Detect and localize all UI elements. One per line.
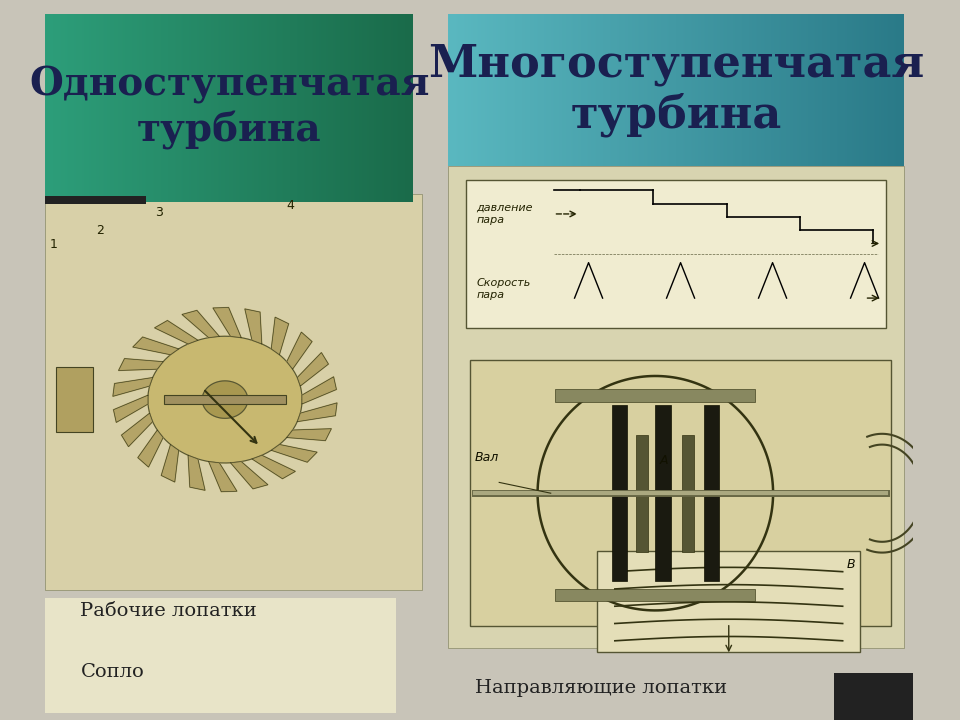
Text: 3: 3 xyxy=(155,206,163,219)
FancyBboxPatch shape xyxy=(163,395,286,405)
Polygon shape xyxy=(113,377,153,396)
Text: 4: 4 xyxy=(286,199,294,212)
FancyBboxPatch shape xyxy=(555,390,756,402)
Polygon shape xyxy=(148,336,302,463)
Polygon shape xyxy=(122,413,153,446)
FancyBboxPatch shape xyxy=(682,435,694,552)
FancyBboxPatch shape xyxy=(597,551,860,652)
FancyBboxPatch shape xyxy=(636,435,648,552)
Polygon shape xyxy=(188,455,205,490)
FancyBboxPatch shape xyxy=(448,166,904,648)
Polygon shape xyxy=(161,444,179,482)
Polygon shape xyxy=(208,462,237,492)
FancyBboxPatch shape xyxy=(704,405,719,581)
FancyBboxPatch shape xyxy=(56,367,93,432)
Polygon shape xyxy=(287,428,331,441)
Polygon shape xyxy=(298,353,328,386)
Polygon shape xyxy=(230,462,268,489)
Text: Рабочие лопатки: Рабочие лопатки xyxy=(81,602,257,620)
FancyBboxPatch shape xyxy=(45,196,146,204)
FancyBboxPatch shape xyxy=(834,673,913,720)
Text: Вал: Вал xyxy=(474,451,499,464)
Polygon shape xyxy=(203,381,248,418)
Polygon shape xyxy=(301,377,336,404)
Polygon shape xyxy=(182,310,219,338)
Polygon shape xyxy=(245,309,262,344)
FancyBboxPatch shape xyxy=(45,598,396,713)
FancyBboxPatch shape xyxy=(470,360,891,626)
Polygon shape xyxy=(272,318,289,355)
Text: A: A xyxy=(660,454,668,467)
Polygon shape xyxy=(155,320,198,344)
Polygon shape xyxy=(138,430,163,467)
Text: Одноступенчатая
турбина: Одноступенчатая турбина xyxy=(29,66,429,150)
FancyBboxPatch shape xyxy=(612,405,627,581)
Polygon shape xyxy=(113,395,148,423)
Polygon shape xyxy=(298,403,337,422)
FancyBboxPatch shape xyxy=(555,588,756,601)
Text: Скорость
пара: Скорость пара xyxy=(476,279,531,300)
Polygon shape xyxy=(252,455,296,479)
Text: Многоступенчатая
турбина: Многоступенчатая турбина xyxy=(428,42,924,138)
Text: давление
пара: давление пара xyxy=(476,203,533,225)
Polygon shape xyxy=(118,359,163,371)
Polygon shape xyxy=(213,307,241,338)
FancyBboxPatch shape xyxy=(45,194,422,590)
Polygon shape xyxy=(272,444,317,462)
Text: 2: 2 xyxy=(96,224,104,237)
FancyBboxPatch shape xyxy=(656,405,671,581)
Polygon shape xyxy=(287,332,312,369)
Text: В: В xyxy=(847,558,855,571)
Polygon shape xyxy=(132,337,179,355)
Text: Сопло: Сопло xyxy=(81,663,144,681)
FancyBboxPatch shape xyxy=(466,180,886,328)
Text: 1: 1 xyxy=(50,238,58,251)
Text: Направляющие лопатки: Направляющие лопатки xyxy=(474,679,727,697)
